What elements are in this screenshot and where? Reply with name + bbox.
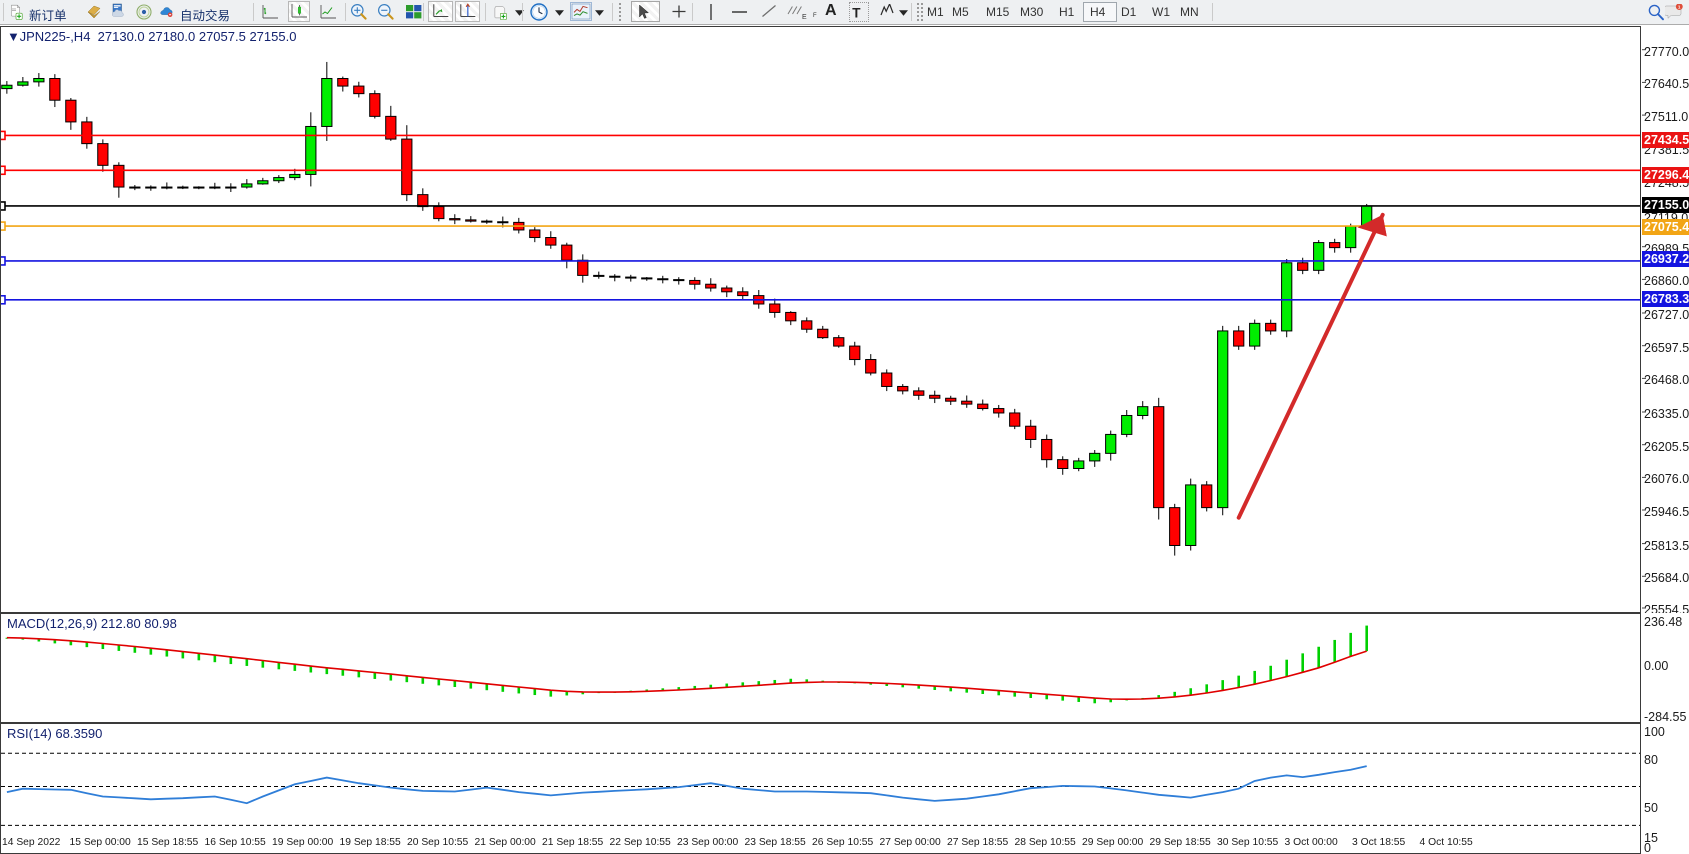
svg-text:E: E bbox=[802, 14, 807, 20]
svg-text:1: 1 bbox=[1678, 5, 1681, 10]
svg-text:T: T bbox=[852, 6, 861, 21]
